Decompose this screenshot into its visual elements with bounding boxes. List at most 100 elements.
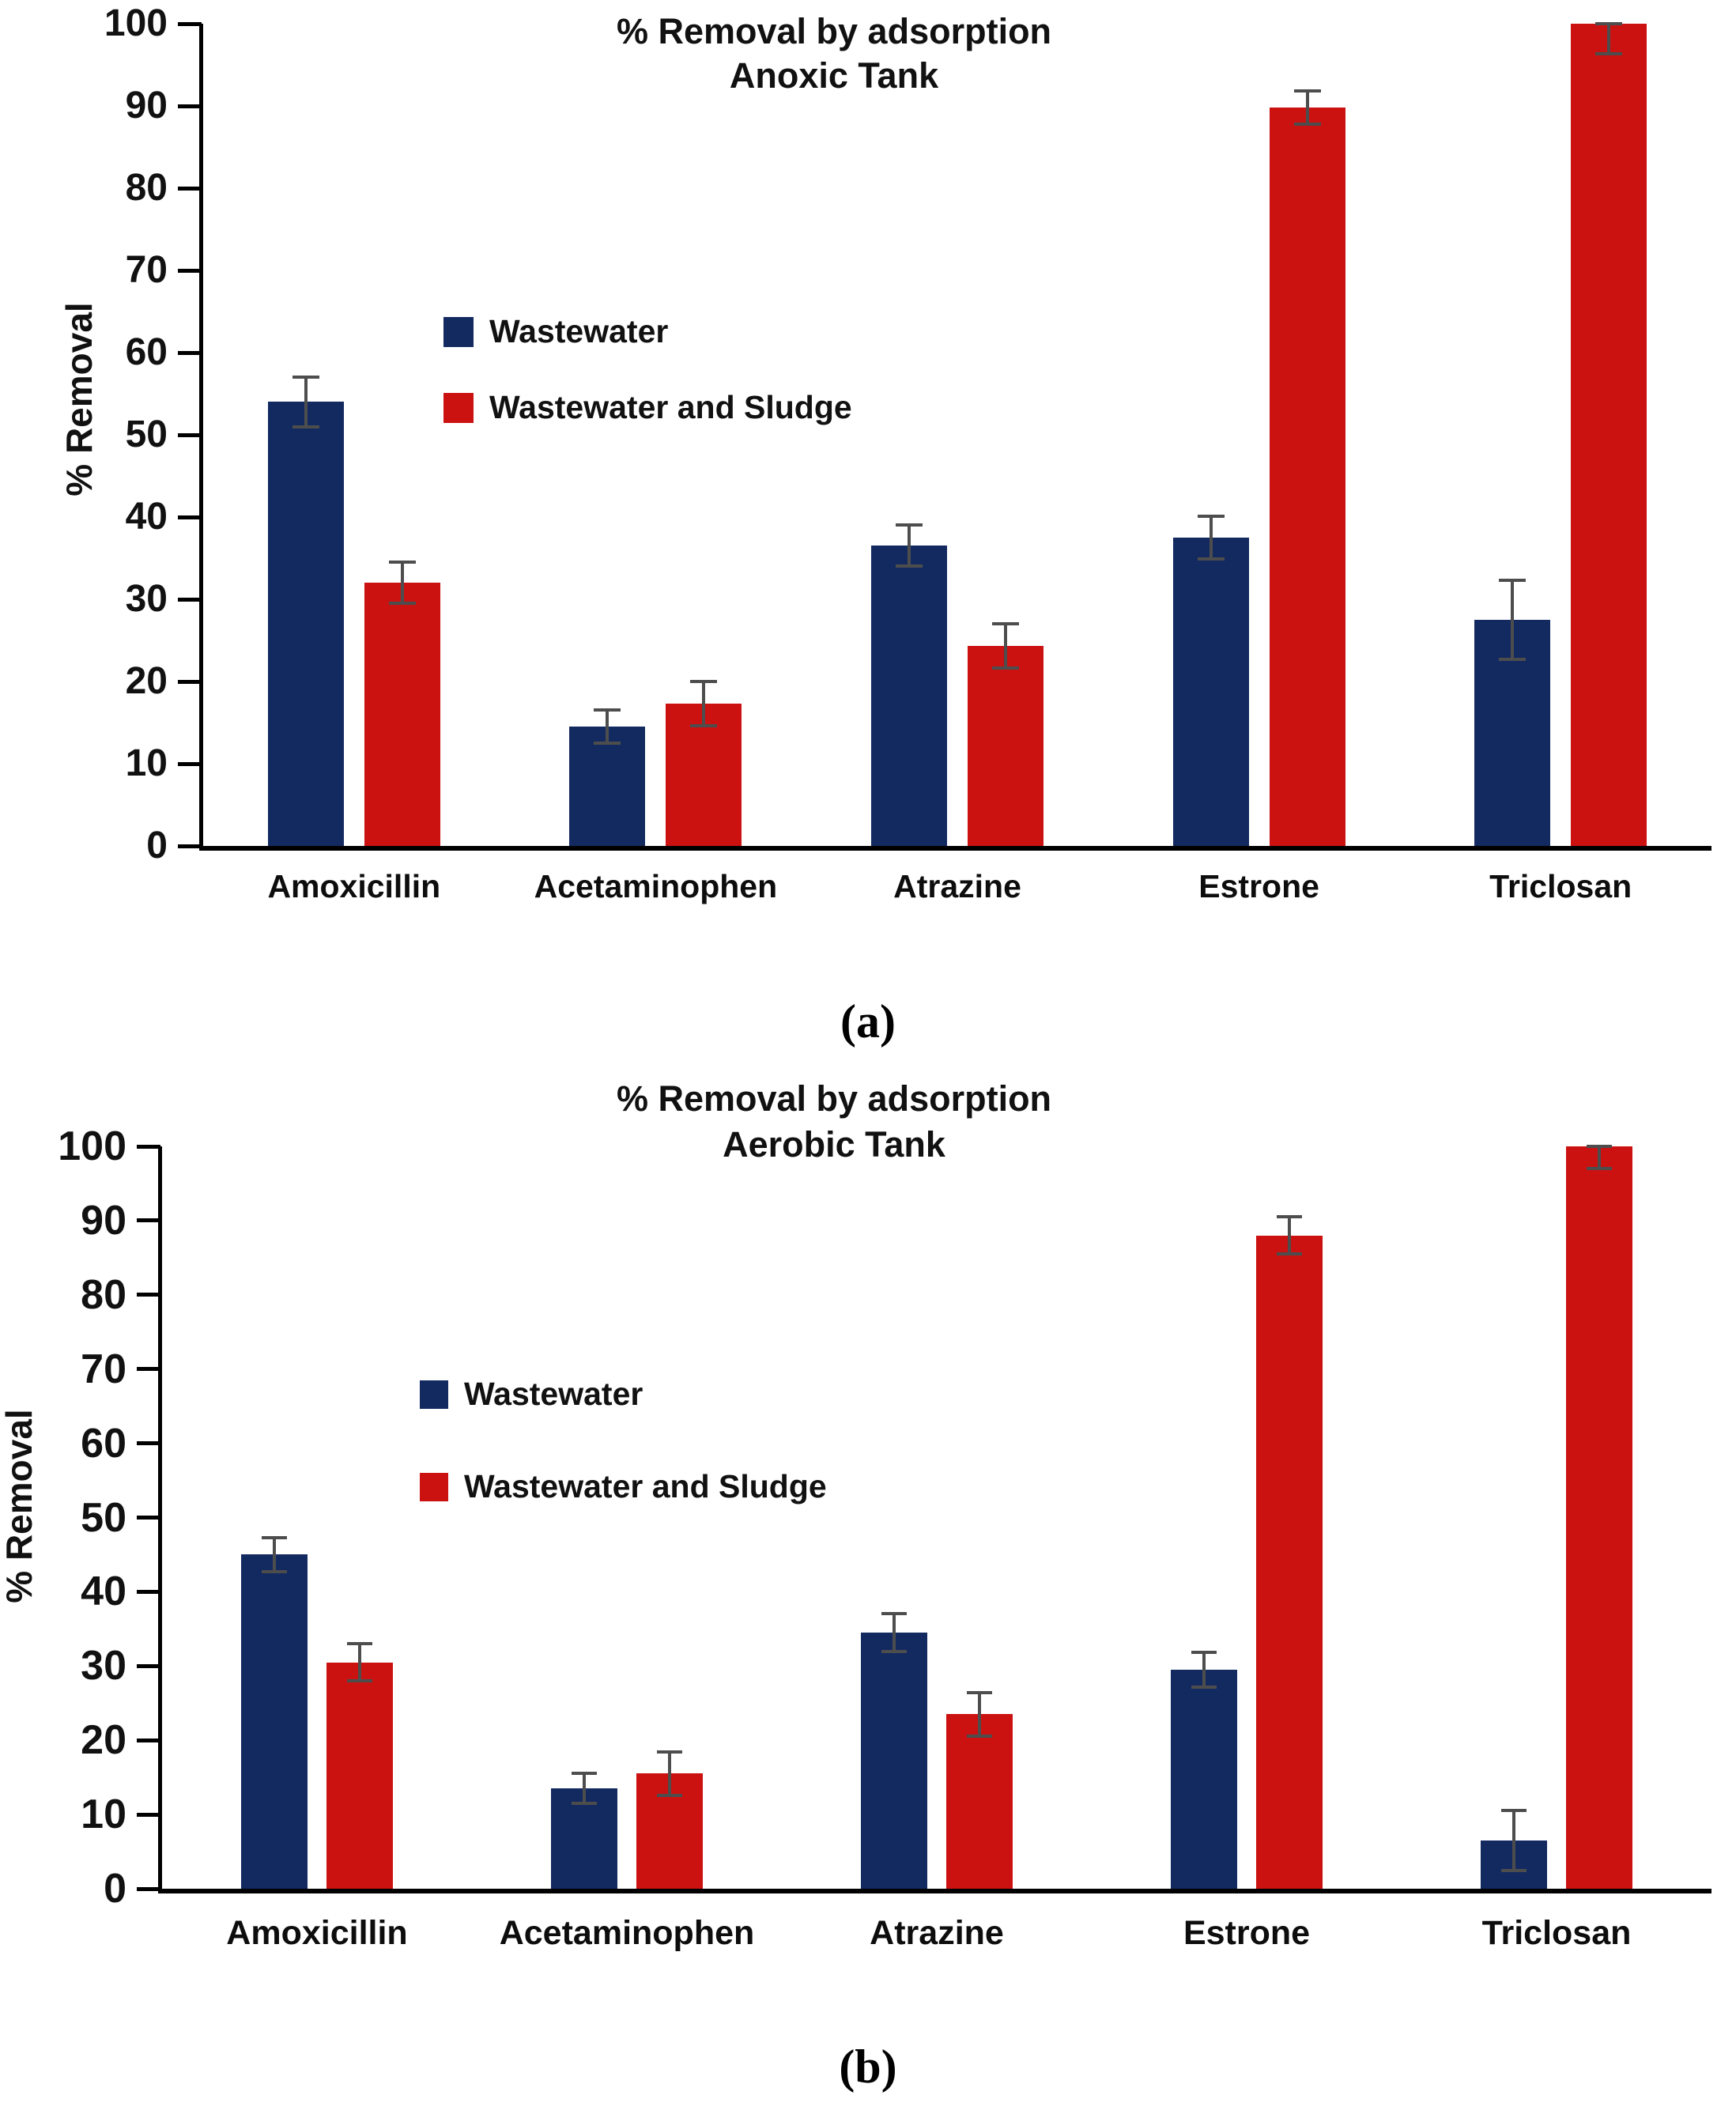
chart-anoxic-tank: % Removal by adsorption Anoxic Tank % Re…: [58, 2, 1711, 1048]
error-bar-cap: [967, 1691, 992, 1695]
y-tick-label: 80: [81, 1271, 126, 1318]
bar-wastewater-and-sludge: [1269, 108, 1345, 846]
error-bar-cap: [690, 724, 718, 728]
y-tick-label: 0: [146, 825, 168, 866]
error-bar-cap: [992, 666, 1019, 670]
error-bar-cap: [1293, 122, 1321, 126]
y-tick-label: 60: [81, 1420, 126, 1467]
y-tick-label: 100: [104, 2, 168, 44]
error-bar-cap: [292, 376, 319, 379]
error-bar-cap: [292, 425, 319, 429]
error-bar-cap: [1587, 1145, 1612, 1148]
y-tick-label: 20: [125, 660, 168, 702]
bar-wastewater-and-sludge: [1256, 1235, 1323, 1889]
error-bar: [304, 377, 308, 427]
y-tick-mark: [137, 1144, 160, 1149]
y-tick-label: 30: [81, 1643, 126, 1689]
error-bar-cap: [881, 1611, 907, 1615]
y-tick-mark: [137, 1367, 160, 1372]
error-bar: [908, 525, 911, 567]
error-bar-cap: [1595, 52, 1623, 56]
bar-wastewater-and-sludge: [364, 583, 440, 846]
error-bar: [583, 1773, 586, 1803]
y-tick-mark: [178, 844, 202, 848]
error-bar-cap: [881, 1650, 907, 1654]
error-bar: [1512, 1810, 1515, 1871]
error-bar: [1209, 515, 1213, 560]
error-bar-cap: [896, 564, 923, 568]
error-bar-cap: [388, 602, 416, 606]
error-bar: [668, 1752, 671, 1795]
chart-aerobic-tank: % Removal by adsorption Aerobic Tank % R…: [0, 1059, 1736, 2118]
y-tick-mark: [137, 1812, 160, 1817]
y-tick-mark: [178, 515, 202, 519]
y-tick-label: 50: [81, 1494, 126, 1541]
error-bar-cap: [1499, 657, 1527, 661]
y-tick-label: 0: [104, 1866, 126, 1912]
error-bar-cap: [1499, 579, 1527, 583]
y-tick-mark: [178, 761, 202, 766]
error-bar: [702, 681, 706, 727]
error-bar-cap: [262, 1570, 287, 1574]
y-tick-label: 30: [125, 578, 168, 620]
y-tick-label: 90: [125, 85, 168, 126]
legend-item-wastewater: Wastewater: [443, 313, 852, 350]
legend-label: Wastewater and Sludge: [464, 1468, 827, 1504]
y-tick-mark: [137, 1441, 160, 1446]
error-bar: [358, 1644, 361, 1682]
x-category-label: Atrazine: [893, 868, 1021, 904]
y-tick-label: 40: [125, 496, 168, 538]
y-tick-label: 80: [125, 167, 168, 209]
x-category-label: Amoxicillin: [267, 868, 441, 904]
bar-wastewater: [551, 1788, 617, 1889]
bar-wastewater-and-sludge: [946, 1714, 1013, 1889]
error-bar-cap: [262, 1535, 287, 1539]
y-tick-label: 40: [81, 1569, 126, 1615]
y-tick-mark: [178, 268, 202, 273]
bar-wastewater-and-sludge: [326, 1662, 393, 1889]
y-tick-mark: [137, 1738, 160, 1742]
error-bar-cap: [992, 622, 1019, 626]
error-bar-cap: [967, 1734, 992, 1738]
y-tick-mark: [137, 1589, 160, 1594]
error-bar-cap: [1501, 1868, 1527, 1872]
x-category-label: Triclosan: [1489, 868, 1632, 904]
legend-item-wastewater-and-sludge: Wastewater and Sludge: [443, 389, 852, 426]
y-tick-mark: [137, 1886, 160, 1891]
error-bar-cap: [1595, 22, 1623, 25]
y-tick-label: 70: [81, 1346, 126, 1392]
y-tick-mark: [137, 1663, 160, 1668]
chart-b-title-line2: Aerobic Tank: [723, 1124, 945, 1165]
error-bar: [606, 710, 609, 743]
error-bar-cap: [657, 1793, 682, 1797]
chart-a-plot-area: 0 10 20 30 40 50 60 70 80 90 100 Amoxicillin Acetami…: [104, 2, 1711, 904]
error-bar-cap: [572, 1802, 597, 1805]
y-tick-mark: [137, 1516, 160, 1520]
error-bar: [1305, 91, 1309, 124]
legend-label: Wastewater: [489, 313, 669, 349]
x-category-label: Atrazine: [870, 1914, 1004, 1952]
y-tick-label: 10: [125, 742, 168, 784]
error-bar: [1607, 24, 1611, 55]
y-tick-mark: [178, 432, 202, 437]
y-tick-mark: [178, 104, 202, 108]
error-bar-cap: [572, 1772, 597, 1776]
error-bar-cap: [657, 1750, 682, 1754]
bar-wastewater-and-sludge: [1571, 24, 1647, 846]
y-tick-label: 60: [125, 331, 168, 373]
error-bar: [1598, 1146, 1601, 1169]
error-bar-cap: [1277, 1252, 1302, 1256]
chart-b-plot-area: 0 10 20 30 40 50 60 70 80 90 100 Amoxicillin Acetami…: [58, 1123, 1711, 1952]
legend-item-wastewater: Wastewater: [420, 1376, 827, 1413]
x-category-label: Amoxicillin: [226, 1914, 408, 1952]
bar-wastewater: [1171, 1669, 1237, 1889]
error-bar-cap: [1501, 1809, 1527, 1813]
wastewater-sludge-swatch-icon: [443, 392, 474, 423]
bar-wastewater-and-sludge: [968, 646, 1043, 846]
y-tick-mark: [178, 350, 202, 355]
x-category-label: Acetaminophen: [499, 1914, 755, 1952]
error-bar: [978, 1693, 981, 1736]
wastewater-swatch-icon: [443, 316, 474, 347]
error-bar: [1511, 580, 1515, 659]
error-bar-cap: [690, 680, 718, 683]
